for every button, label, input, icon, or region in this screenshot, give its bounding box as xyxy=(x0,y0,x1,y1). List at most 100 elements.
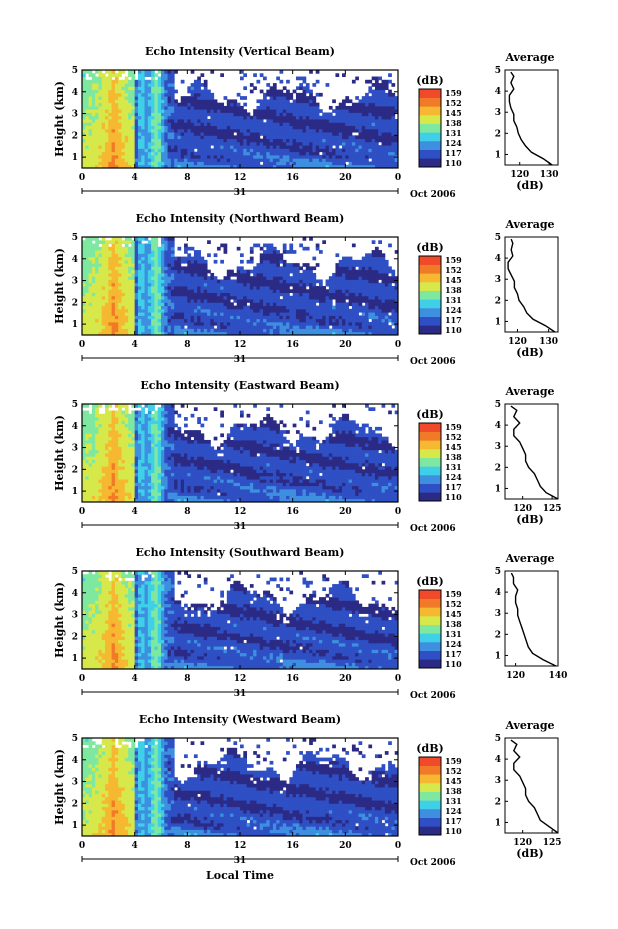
heatmap-cell xyxy=(111,79,116,84)
heatmap-cell xyxy=(246,269,251,274)
heatmap-cell xyxy=(95,102,99,107)
heatmap-cell xyxy=(259,263,264,267)
heatmap-cell xyxy=(305,151,310,156)
panel-3: Echo Intensity (Eastward Beam)12345Heigh… xyxy=(53,379,562,534)
heatmap-cell xyxy=(335,321,340,326)
heatmap-cell xyxy=(240,70,244,74)
heatmap-cell xyxy=(141,269,145,274)
heatmap-cell xyxy=(134,289,139,293)
colorbar-tick-label: 152 xyxy=(445,98,462,108)
heatmap-cell xyxy=(378,83,382,87)
heatmap-cell xyxy=(272,302,277,307)
heatmap-cell xyxy=(295,286,300,290)
heatmap-cell xyxy=(384,122,389,126)
heatmap-cell xyxy=(197,102,201,107)
heatmap-cell xyxy=(368,161,373,166)
heatmap-cell xyxy=(256,286,261,290)
heatmap-cell xyxy=(141,125,145,130)
heatmap-cell xyxy=(220,128,224,133)
heatmap-cell xyxy=(240,315,244,320)
heatmap-cell xyxy=(282,158,287,162)
x-tick-label: 20 xyxy=(339,173,352,183)
heatmap-cell xyxy=(276,151,280,156)
heatmap-cell xyxy=(299,76,303,81)
heatmap-cell xyxy=(384,148,389,153)
heatmap-cell xyxy=(197,263,201,267)
heatmap-cell xyxy=(345,122,350,126)
heatmap-cell xyxy=(164,237,169,241)
heatmap-cell xyxy=(272,286,277,290)
heatmap-cell xyxy=(378,250,382,254)
heatmap-cell xyxy=(95,253,99,258)
heatmap-cell xyxy=(137,112,142,117)
heatmap-cell xyxy=(98,70,103,74)
heatmap-cell xyxy=(286,321,290,326)
heatmap-cell xyxy=(105,145,109,149)
heatmap-cell xyxy=(342,302,346,307)
heatmap-cell xyxy=(272,253,277,258)
heatmap-cell xyxy=(108,92,113,97)
heatmap-cell xyxy=(322,292,327,297)
heatmap-cell xyxy=(151,308,155,313)
heatmap-cell xyxy=(263,102,267,107)
heatmap-cell xyxy=(128,308,132,313)
heatmap-cell xyxy=(309,266,313,271)
heatmap-cell xyxy=(147,276,152,280)
heatmap-cell xyxy=(378,256,382,261)
heatmap-cell xyxy=(253,158,257,162)
heatmap-cell xyxy=(95,132,99,136)
heatmap-cell xyxy=(348,292,353,297)
heatmap-cell xyxy=(236,119,241,123)
heatmap-cell xyxy=(151,276,155,280)
heatmap-cell xyxy=(388,302,392,307)
heatmap-cell xyxy=(263,269,267,274)
heatmap-cell xyxy=(394,286,399,290)
heatmap-cell xyxy=(137,259,142,264)
heatmap-cell xyxy=(184,112,188,117)
heatmap-cell xyxy=(210,286,215,290)
heatmap-cell xyxy=(124,250,129,254)
heatmap-cell xyxy=(374,321,379,326)
heatmap-cell xyxy=(187,148,192,153)
heatmap-cell xyxy=(374,151,379,156)
heatmap-cell xyxy=(259,105,264,110)
heatmap-cell xyxy=(371,331,376,336)
heatmap-cell xyxy=(266,102,271,107)
heatmap-cell xyxy=(253,115,257,120)
heatmap-cell xyxy=(279,282,284,287)
heatmap-cell xyxy=(371,250,376,254)
heatmap-cell xyxy=(246,286,251,290)
heatmap-cell xyxy=(170,331,175,336)
heatmap-cell xyxy=(361,312,366,316)
heatmap-cell xyxy=(124,109,129,113)
heatmap-cell xyxy=(292,135,297,140)
heatmap-cell xyxy=(167,148,172,153)
heatmap-cell xyxy=(253,112,257,117)
heatmap-cell xyxy=(325,295,330,300)
date-label: Oct 2006 xyxy=(410,190,456,200)
heatmap-cell xyxy=(305,89,310,94)
heatmap-cell xyxy=(88,115,93,120)
heatmap-cell xyxy=(180,305,185,310)
heatmap-cell xyxy=(164,96,169,100)
heatmap-cell xyxy=(184,305,188,310)
heatmap-cell xyxy=(134,89,139,94)
heatmap-cell xyxy=(249,276,254,280)
heatmap-cell xyxy=(174,295,178,300)
heatmap-cell xyxy=(253,243,257,248)
heatmap-cell xyxy=(253,295,257,300)
heatmap-cell xyxy=(141,164,145,169)
heatmap-cell xyxy=(272,269,277,274)
heatmap-cell xyxy=(144,73,149,77)
heatmap-cell xyxy=(114,148,119,153)
heatmap-cell xyxy=(289,315,294,320)
heatmap-cell xyxy=(312,286,317,290)
heatmap-cell xyxy=(266,164,271,169)
heatmap-cell xyxy=(384,295,389,300)
heatmap-cell xyxy=(394,250,399,254)
heatmap-cell xyxy=(335,272,340,277)
heatmap-cell xyxy=(203,151,208,156)
heatmap-cell xyxy=(371,272,376,277)
heatmap-cell xyxy=(180,151,185,156)
heatmap-cell xyxy=(279,315,284,320)
